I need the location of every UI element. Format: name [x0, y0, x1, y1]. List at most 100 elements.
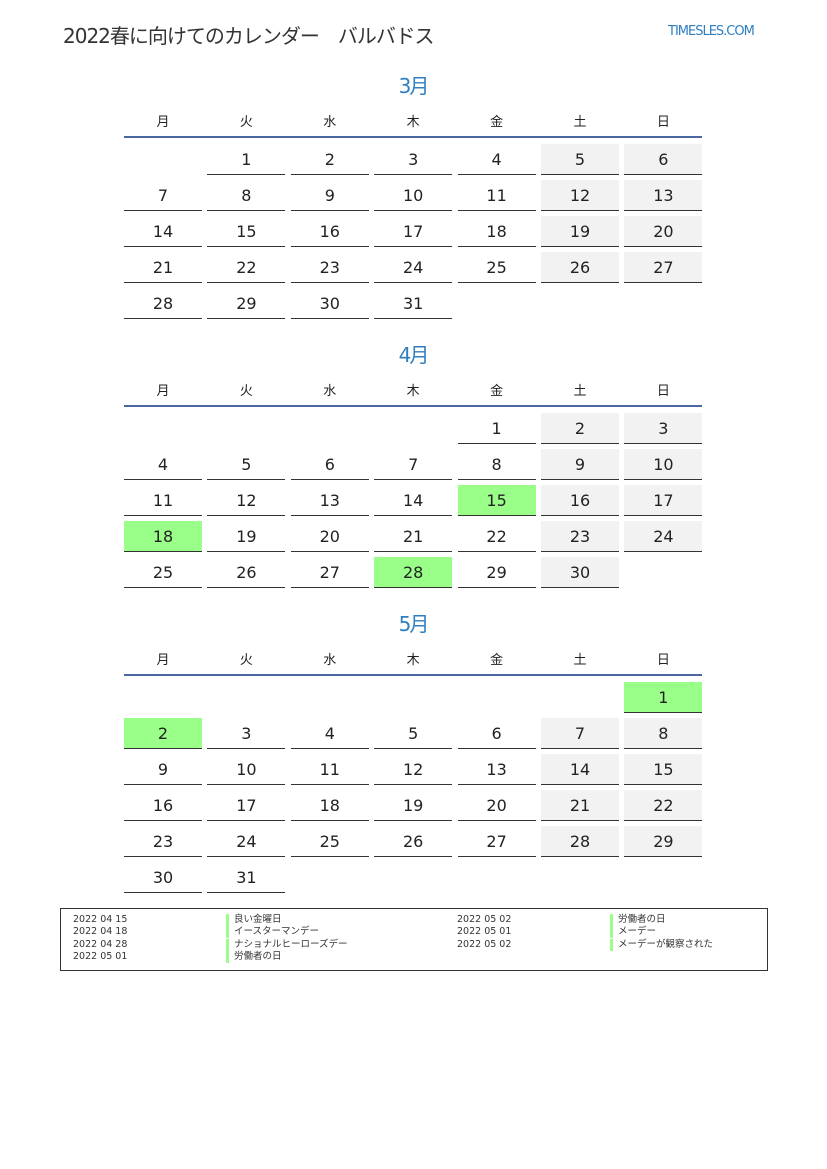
legend-holiday-name: メーデーが観察された: [610, 938, 827, 951]
day-cell[interactable]: 11: [457, 180, 536, 211]
day-cell[interactable]: 14: [124, 216, 202, 247]
day-cell[interactable]: 23: [290, 252, 369, 283]
day-cell[interactable]: 13: [290, 485, 369, 516]
day-cell[interactable]: 23: [124, 826, 202, 857]
day-cell[interactable]: 11: [124, 485, 202, 516]
day-cell[interactable]: 3: [624, 413, 703, 444]
day-cell[interactable]: 18: [457, 216, 536, 247]
day-cell[interactable]: 30: [124, 862, 202, 893]
day-cell[interactable]: 17: [207, 790, 286, 821]
day-cell[interactable]: 13: [457, 754, 536, 785]
day-cell[interactable]: 12: [541, 180, 619, 211]
legend-holiday-name: メーデー: [610, 926, 827, 939]
day-cell[interactable]: 8: [457, 449, 536, 480]
day-cell[interactable]: 11: [290, 754, 369, 785]
day-cell[interactable]: 5: [541, 144, 619, 175]
day-cell[interactable]: 7: [374, 449, 453, 480]
day-cell[interactable]: 1: [207, 144, 286, 175]
day-cell[interactable]: 9: [541, 449, 619, 480]
day-cell[interactable]: 25: [124, 557, 202, 588]
day-cell[interactable]: 21: [541, 790, 619, 821]
day-cell[interactable]: 1: [457, 413, 536, 444]
legend-date: 2022 05 01: [457, 926, 512, 938]
day-cell[interactable]: 29: [207, 288, 286, 319]
day-cell[interactable]: 5: [207, 449, 286, 480]
day-cell[interactable]: 28: [124, 288, 202, 319]
day-cell[interactable]: 16: [124, 790, 202, 821]
day-cell[interactable]: 28: [374, 557, 453, 588]
day-cell[interactable]: 19: [541, 216, 619, 247]
day-cell[interactable]: 27: [290, 557, 369, 588]
day-cell[interactable]: 8: [207, 180, 286, 211]
day-cell[interactable]: 30: [541, 557, 619, 588]
day-cell[interactable]: 5: [374, 718, 453, 749]
day-cell[interactable]: 12: [374, 754, 453, 785]
day-cell[interactable]: 30: [290, 288, 369, 319]
day-cell[interactable]: 9: [290, 180, 369, 211]
day-cell[interactable]: 9: [124, 754, 202, 785]
day-cell[interactable]: 3: [374, 144, 453, 175]
day-cell[interactable]: 23: [541, 521, 619, 552]
day-cell[interactable]: 4: [457, 144, 536, 175]
day-cell[interactable]: 17: [374, 216, 453, 247]
day-cell[interactable]: 7: [541, 718, 619, 749]
day-cell[interactable]: 10: [207, 754, 286, 785]
day-cell[interactable]: 12: [207, 485, 286, 516]
day-cell[interactable]: 6: [624, 144, 703, 175]
day-cell[interactable]: 16: [541, 485, 619, 516]
day-cell[interactable]: 6: [290, 449, 369, 480]
day-cell[interactable]: 27: [457, 826, 536, 857]
day-cell[interactable]: 28: [541, 826, 619, 857]
day-cell[interactable]: 3: [207, 718, 286, 749]
day-cell[interactable]: 27: [624, 252, 703, 283]
day-cell[interactable]: 31: [374, 288, 453, 319]
day-cell[interactable]: 20: [624, 216, 703, 247]
day-cell[interactable]: 1: [624, 682, 703, 713]
day-cell[interactable]: 22: [207, 252, 286, 283]
day-cell[interactable]: 26: [541, 252, 619, 283]
legend-holiday-name: 良い金曜日: [226, 914, 446, 926]
day-cell[interactable]: 4: [290, 718, 369, 749]
day-cell[interactable]: 10: [374, 180, 453, 211]
day-cell[interactable]: 10: [624, 449, 703, 480]
day-cell[interactable]: 25: [290, 826, 369, 857]
day-cell[interactable]: 26: [207, 557, 286, 588]
day-cell[interactable]: 19: [207, 521, 286, 552]
day-cell[interactable]: 7: [124, 180, 202, 211]
day-cell[interactable]: 2: [541, 413, 619, 444]
day-cell[interactable]: 15: [624, 754, 703, 785]
day-cell[interactable]: 2: [124, 718, 202, 749]
day-cell[interactable]: 24: [624, 521, 703, 552]
day-cell[interactable]: 31: [207, 862, 286, 893]
day-cell[interactable]: 13: [624, 180, 703, 211]
day-cell[interactable]: 21: [124, 252, 202, 283]
day-cell[interactable]: 15: [207, 216, 286, 247]
day-cell[interactable]: 20: [457, 790, 536, 821]
day-cell[interactable]: 24: [207, 826, 286, 857]
day-cell[interactable]: 24: [374, 252, 453, 283]
logo[interactable]: TIMESLES.COM: [668, 24, 755, 39]
day-cell[interactable]: 15: [457, 485, 536, 516]
day-cell[interactable]: 22: [457, 521, 536, 552]
legend-date: 2022 04 28: [73, 938, 128, 950]
day-cell[interactable]: 8: [624, 718, 703, 749]
day-cell[interactable]: 4: [124, 449, 202, 480]
day-cell[interactable]: 6: [457, 718, 536, 749]
day-cell[interactable]: 14: [374, 485, 453, 516]
day-cell[interactable]: 17: [624, 485, 703, 516]
day-cell[interactable]: 19: [374, 790, 453, 821]
day-cell[interactable]: 29: [457, 557, 536, 588]
day-cell[interactable]: 20: [290, 521, 369, 552]
day-cell[interactable]: 18: [290, 790, 369, 821]
day-cell[interactable]: 26: [374, 826, 453, 857]
day-cell[interactable]: 25: [457, 252, 536, 283]
day-cell[interactable]: 16: [290, 216, 369, 247]
day-cell[interactable]: 14: [541, 754, 619, 785]
day-cell[interactable]: 29: [624, 826, 703, 857]
weekday-header: 日: [656, 653, 670, 668]
day-cell[interactable]: 18: [124, 521, 202, 552]
day-cell[interactable]: 22: [624, 790, 703, 821]
page-title: 2022春に向けてのカレンダー バルバドス: [63, 24, 434, 48]
day-cell[interactable]: 21: [374, 521, 453, 552]
day-cell[interactable]: 2: [290, 144, 369, 175]
